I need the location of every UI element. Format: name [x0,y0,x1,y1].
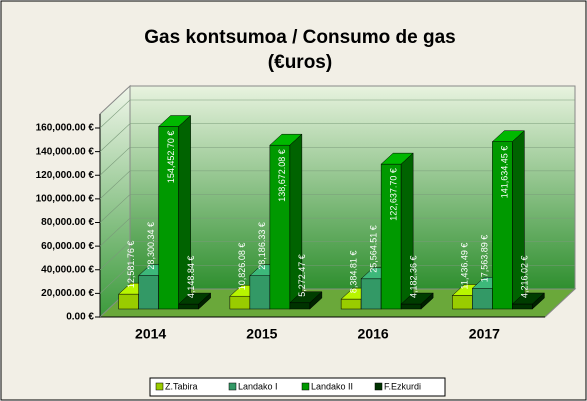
legend-swatch [228,382,237,391]
y-tick-label: 80,000.00 € [41,217,94,228]
y-tick-label: 100,000.00 € [36,194,95,205]
legend-swatch [374,382,383,391]
x-tick-label: 2016 [358,326,389,342]
bar-front [249,275,271,310]
value-label: 4,148.84 € [186,256,196,299]
y-tick-label: 40,000.00 € [41,264,94,275]
bar-front [289,302,311,310]
value-label: 11,436.49 € [460,243,470,290]
x-tick-label: 2017 [469,326,500,342]
legend-label: F.Ezkurdi [384,381,421,391]
value-label: 8,384.81 € [349,251,359,294]
y-tick-label: 0.00 € [66,312,94,323]
grid-line [99,99,575,129]
chart-subtitle: (€uros) [268,52,332,73]
y-tick-label: 140,000.00 € [36,146,95,157]
bar [400,292,434,310]
grid-line [99,170,575,200]
y-tick-label: 20,000.00 € [41,288,94,299]
value-label: 141,634.45 € [500,146,510,199]
legend-label: Landako II [311,381,353,391]
value-label: 138,672.08 € [277,149,287,202]
y-tick-label: 120,000.00 € [36,170,95,181]
grid-line [99,265,575,294]
bar-front [452,295,473,310]
grid-line [99,217,575,247]
grid-line [99,194,575,223]
bar-side [309,291,323,310]
bar [289,291,323,310]
bar [177,292,212,310]
legend-label: Z.Tabira [165,381,198,391]
value-label: 28,300.34 € [146,222,156,270]
bar-side [532,292,545,310]
bar-front [118,293,139,310]
bar [269,133,303,310]
value-label: 28,186.33 € [257,222,267,270]
legend-swatch [155,382,164,391]
grid-line [99,123,575,152]
bar-front [229,295,251,310]
bar-front [360,278,382,310]
y-tick-label: 60,000.00 € [41,241,94,252]
x-tick-label: 2014 [135,326,166,342]
value-label: 25,564.51 € [369,225,379,273]
bar-side [198,292,211,310]
bar [511,292,546,310]
grid-line [99,146,575,176]
bar-front [138,275,159,310]
bar-front [512,303,533,310]
grid-line [99,241,575,270]
value-label: 5,272.47 € [297,254,307,297]
legend-swatch [301,382,310,391]
bar-front [400,303,422,310]
value-label: 122,637.70 € [389,168,399,221]
value-label: 10,826.08 € [237,243,247,291]
bar-front [472,288,493,310]
legend [149,377,446,397]
bar [157,114,192,310]
y-tick-label: 160,000.00 € [36,123,95,134]
bar-front [340,298,362,310]
value-label: 17,563.89 € [480,235,490,283]
x-tick-label: 2015 [246,326,277,342]
bar-side [420,292,434,310]
bar-front [178,303,199,310]
bar [380,152,414,310]
value-label: 154,452.70 € [166,131,176,184]
bar [491,130,526,310]
value-label: 12,581.76 € [126,241,136,289]
value-label: 4,216.02 € [520,255,530,298]
legend-label: Landako I [238,381,278,391]
plot-area: 0.00 € 20,000.00 € 40,000.00 € 60,000.00 € 8… [36,84,577,342]
chart-title: Gas kontsumoa / Consumo de gas [144,27,455,48]
value-label: 4,182.36 € [409,256,419,299]
